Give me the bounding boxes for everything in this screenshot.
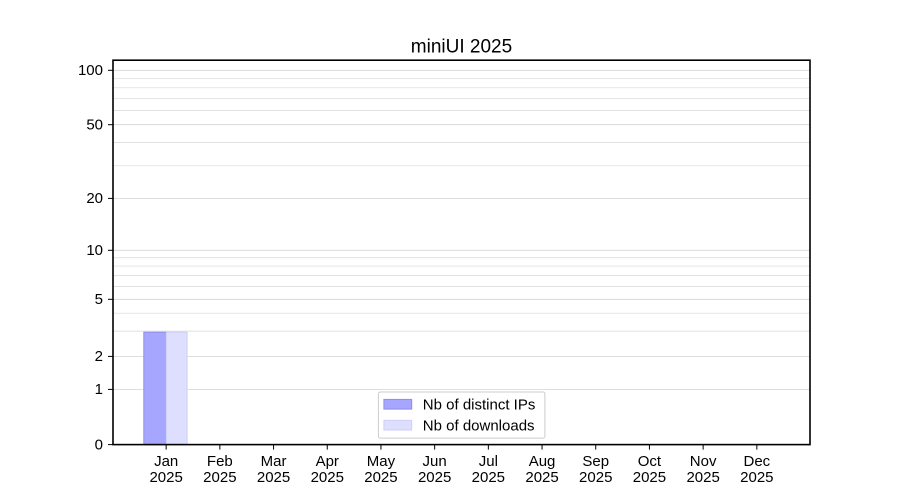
svg-text:5: 5 xyxy=(95,291,103,308)
svg-text:2025: 2025 xyxy=(311,469,344,486)
svg-text:Nb of downloads: Nb of downloads xyxy=(423,418,535,435)
svg-text:50: 50 xyxy=(86,117,103,134)
svg-text:2: 2 xyxy=(95,348,103,365)
svg-text:Jun: Jun xyxy=(423,453,447,470)
svg-text:Oct: Oct xyxy=(638,453,662,470)
svg-text:2025: 2025 xyxy=(740,469,773,486)
svg-text:2025: 2025 xyxy=(364,469,397,486)
svg-text:2025: 2025 xyxy=(525,469,558,486)
svg-text:2025: 2025 xyxy=(633,469,666,486)
svg-text:Jan: Jan xyxy=(154,453,178,470)
svg-text:20: 20 xyxy=(86,190,103,207)
svg-text:2025: 2025 xyxy=(686,469,719,486)
svg-text:Dec: Dec xyxy=(743,453,770,470)
svg-text:Aug: Aug xyxy=(529,453,556,470)
svg-text:100: 100 xyxy=(78,62,103,79)
svg-text:Jul: Jul xyxy=(479,453,498,470)
svg-text:2025: 2025 xyxy=(257,469,290,486)
svg-text:2025: 2025 xyxy=(472,469,505,486)
svg-text:Mar: Mar xyxy=(261,453,287,470)
svg-text:10: 10 xyxy=(86,242,103,259)
svg-text:miniUI 2025: miniUI 2025 xyxy=(411,36,512,57)
svg-text:Nb of distinct IPs: Nb of distinct IPs xyxy=(423,397,536,414)
svg-text:Feb: Feb xyxy=(207,453,233,470)
svg-text:2025: 2025 xyxy=(579,469,612,486)
svg-text:2025: 2025 xyxy=(149,469,182,486)
svg-text:1: 1 xyxy=(95,381,103,398)
svg-text:2025: 2025 xyxy=(418,469,451,486)
svg-text:Apr: Apr xyxy=(316,453,339,470)
svg-text:Nov: Nov xyxy=(690,453,717,470)
svg-text:Sep: Sep xyxy=(582,453,609,470)
svg-text:2025: 2025 xyxy=(203,469,236,486)
svg-text:0: 0 xyxy=(95,436,103,453)
svg-text:May: May xyxy=(367,453,396,470)
